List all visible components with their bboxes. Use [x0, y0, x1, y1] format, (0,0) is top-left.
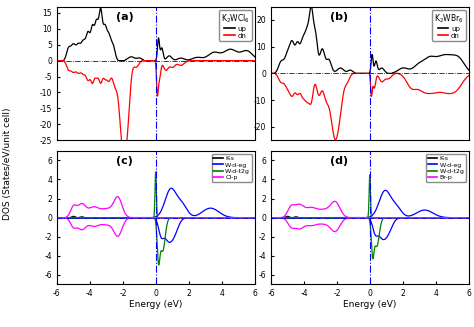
- Text: (c): (c): [116, 156, 133, 166]
- Legend: up, dn: up, dn: [219, 10, 252, 41]
- X-axis label: Energy (eV): Energy (eV): [129, 300, 182, 309]
- Legend: up, dn: up, dn: [432, 10, 466, 41]
- X-axis label: Energy (eV): Energy (eV): [344, 300, 397, 309]
- Legend: K-s, W-d-eg, W-d-t2g, Br-p: K-s, W-d-eg, W-d-t2g, Br-p: [426, 154, 466, 182]
- Text: (a): (a): [116, 12, 134, 22]
- Text: (d): (d): [330, 156, 348, 166]
- Legend: K-s, W-d-eg, W-d-t2g, Cl-p: K-s, W-d-eg, W-d-t2g, Cl-p: [211, 154, 252, 182]
- Text: DOS (States/eV/unit cell): DOS (States/eV/unit cell): [3, 107, 11, 220]
- Text: (b): (b): [330, 12, 348, 22]
